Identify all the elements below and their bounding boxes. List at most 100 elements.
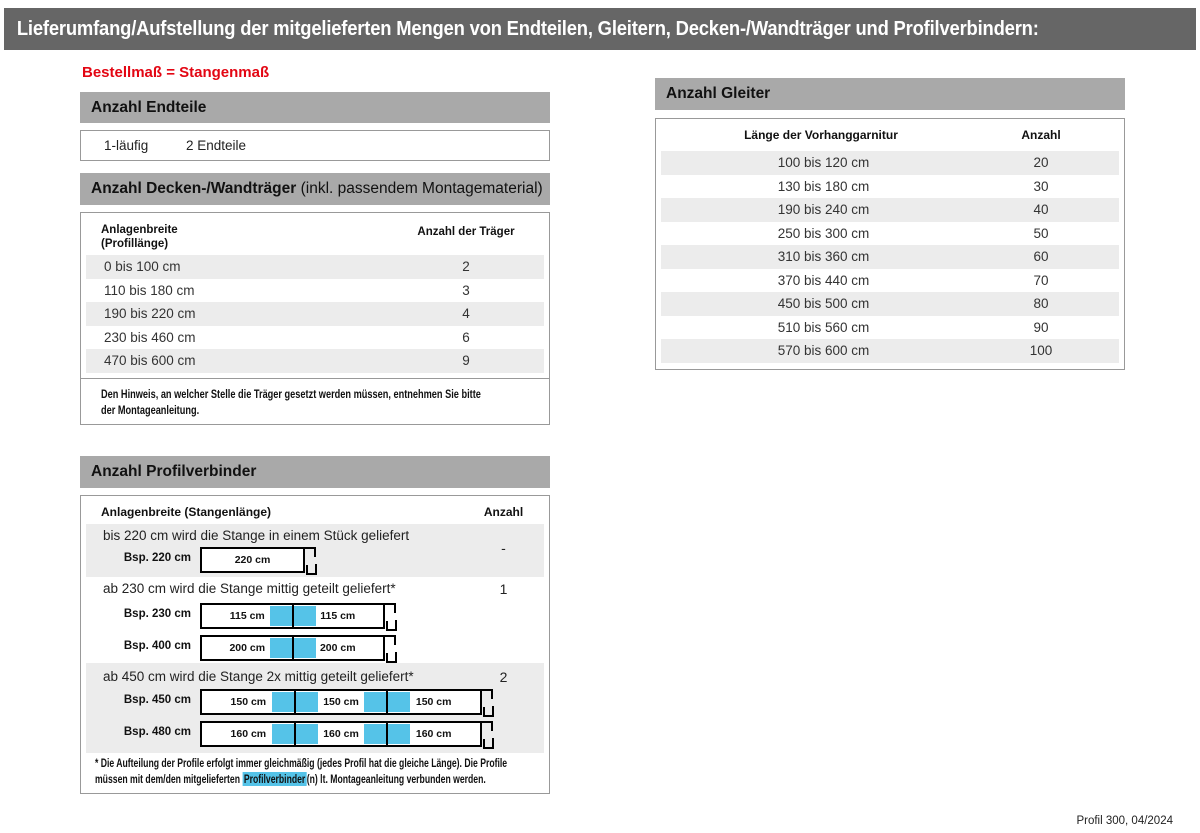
profile-segment: 115 cm	[229, 610, 265, 622]
profile-bar: 115 cm 115 cm	[200, 603, 397, 631]
row-count: 90	[1033, 319, 1049, 335]
profile-segment: 200 cm	[229, 642, 266, 654]
group-heading: ab 450 cm wird die Stange 2x mittig gete…	[103, 669, 414, 684]
profilverbinder-section-title: Anzahl Profilverbinder	[91, 463, 257, 480]
example-label: Bsp. 480 cm	[123, 726, 191, 738]
endteile-section-title: Anzahl Endteile	[91, 99, 207, 116]
end-piece-icon	[303, 547, 317, 575]
profilverbinder-footnote: * Die Aufteilung der Profile erfolgt imm…	[95, 756, 508, 786]
traeger-section-title: Anzahl Decken-/Wandträger	[91, 180, 297, 197]
group-count: 1	[499, 581, 508, 597]
example-label: Bsp. 400 cm	[123, 640, 191, 652]
table-row: 230 bis 460 cm 6	[86, 326, 544, 350]
table-row: 0 bis 100 cm 2	[86, 255, 544, 279]
profile-bar: 200 cm 200 cm	[200, 635, 397, 663]
row-range: 100 bis 120 cm	[777, 155, 870, 170]
group-heading: bis 220 cm wird die Stange in einem Stüc…	[103, 528, 410, 543]
profile-bar: 150 cm 150 cm 150 cm	[200, 689, 494, 717]
traeger-section-subtitle: (inkl. passendem Montagematerial)	[296, 180, 543, 197]
endteile-row-label: 1-läufig	[104, 138, 149, 153]
row-count: 3	[462, 282, 470, 298]
gleiter-section-header: Anzahl Gleiter	[655, 78, 1125, 110]
profilverbinder-section-header: Anzahl Profilverbinder	[80, 456, 550, 488]
row-count: 80	[1033, 296, 1049, 311]
end-piece-icon	[383, 635, 397, 663]
row-count: 60	[1033, 249, 1049, 264]
profile-joint	[293, 721, 296, 747]
table-row: 130 bis 180 cm 30	[661, 175, 1119, 199]
traeger-note: Den Hinweis, an welcher Stelle die Träge…	[101, 389, 481, 417]
table-row: 110 bis 180 cm 3	[86, 279, 544, 303]
row-range: 510 bis 560 cm	[777, 319, 870, 335]
profile-joint	[291, 635, 294, 661]
pv-group-ab-450: ab 450 cm wird die Stange 2x mittig gete…	[86, 663, 544, 753]
row-range: 190 bis 220 cm	[104, 306, 196, 321]
row-count: 50	[1033, 225, 1049, 241]
profile-segment: 150 cm	[323, 696, 359, 708]
profilverbinder-table: Anlagenbreite (Stangenlänge) Anzahl bis …	[80, 495, 550, 794]
endteile-table: 1-läufig 2 Endteile	[80, 130, 550, 161]
profile-segment: 115 cm	[320, 610, 356, 622]
profile-joint	[386, 721, 389, 747]
profile-bar: 220 cm	[200, 547, 317, 575]
row-count: 40	[1033, 202, 1049, 217]
table-row: 250 bis 300 cm 50	[661, 222, 1119, 246]
table-row: 190 bis 240 cm 40	[661, 198, 1119, 222]
pv-col-header-anzahl: Anzahl	[483, 505, 524, 519]
example-label: Bsp. 230 cm	[123, 608, 191, 620]
row-range: 130 bis 180 cm	[777, 178, 870, 194]
end-piece-icon	[383, 603, 397, 631]
gleiter-col-header-anzahl: Anzahl	[1021, 128, 1061, 142]
row-count: 4	[462, 306, 470, 321]
example-label: Bsp. 220 cm	[123, 552, 191, 564]
row-range: 470 bis 600 cm	[104, 353, 196, 368]
gleiter-col-header-laenge: Länge der Vorhanggarnitur	[744, 128, 898, 142]
table-row: 570 bis 600 cm 100	[661, 339, 1119, 363]
profile-segment: 200 cm	[319, 642, 356, 654]
end-piece-icon	[480, 721, 494, 749]
table-row: 470 bis 600 cm 9	[86, 349, 544, 373]
table-row: 100 bis 120 cm 20	[661, 151, 1119, 175]
profile-segment: 150 cm	[230, 696, 267, 708]
page-footer: Profil 300, 04/2024	[1076, 815, 1173, 827]
row-range: 230 bis 460 cm	[104, 329, 196, 345]
row-count: 9	[462, 353, 470, 368]
example-label: Bsp. 450 cm	[123, 694, 191, 706]
row-range: 450 bis 500 cm	[777, 296, 870, 311]
group-heading: ab 230 cm wird die Stange mittig geteilt…	[103, 581, 396, 596]
group-count: -	[501, 540, 506, 556]
profile-joint	[291, 603, 294, 629]
traeger-table: Anlagenbreite (Profillänge) Anzahl der T…	[80, 212, 550, 425]
endteile-section-header: Anzahl Endteile	[80, 92, 550, 123]
row-count: 6	[462, 329, 470, 345]
traeger-section-header: Anzahl Decken-/Wandträger (inkl. passend…	[80, 173, 550, 205]
row-count: 2	[462, 259, 470, 274]
row-count: 20	[1033, 155, 1049, 170]
profile-segment: 160 cm	[230, 728, 267, 740]
table-row: 310 bis 360 cm 60	[661, 245, 1119, 269]
profile-segment: 220 cm	[234, 554, 271, 566]
order-note: Bestellmaß = Stangenmaß	[82, 64, 270, 81]
endteile-row-value: 2 Endteile	[186, 138, 247, 153]
profile-segment: 150 cm	[415, 696, 452, 708]
row-range: 370 bis 440 cm	[777, 272, 870, 288]
table-row: 370 bis 440 cm 70	[661, 269, 1119, 293]
profile-joint	[293, 689, 296, 715]
pv-col-header-breite: Anlagenbreite (Stangenlänge)	[101, 505, 272, 519]
profile-joint	[386, 689, 389, 715]
footnote-highlight: Profilverbinder	[242, 771, 307, 786]
profile-segment: 160 cm	[415, 728, 452, 740]
table-row: 190 bis 220 cm 4	[86, 302, 544, 326]
divider	[81, 378, 549, 379]
row-range: 0 bis 100 cm	[104, 259, 181, 274]
group-count: 2	[499, 669, 508, 685]
gleiter-table: Länge der Vorhanggarnitur Anzahl 100 bis…	[655, 118, 1125, 370]
profile-segment: 160 cm	[323, 728, 359, 740]
row-range: 250 bis 300 cm	[777, 225, 870, 241]
profile-bar: 160 cm 160 cm 160 cm	[200, 721, 494, 749]
pv-group-bis-220: bis 220 cm wird die Stange in einem Stüc…	[86, 524, 544, 577]
table-row: 510 bis 560 cm 90	[661, 316, 1119, 340]
row-count: 100	[1029, 343, 1053, 358]
page-title: Lieferumfang/Aufstellung der mitgeliefer…	[16, 18, 1039, 40]
table-row: 450 bis 500 cm 80	[661, 292, 1119, 316]
